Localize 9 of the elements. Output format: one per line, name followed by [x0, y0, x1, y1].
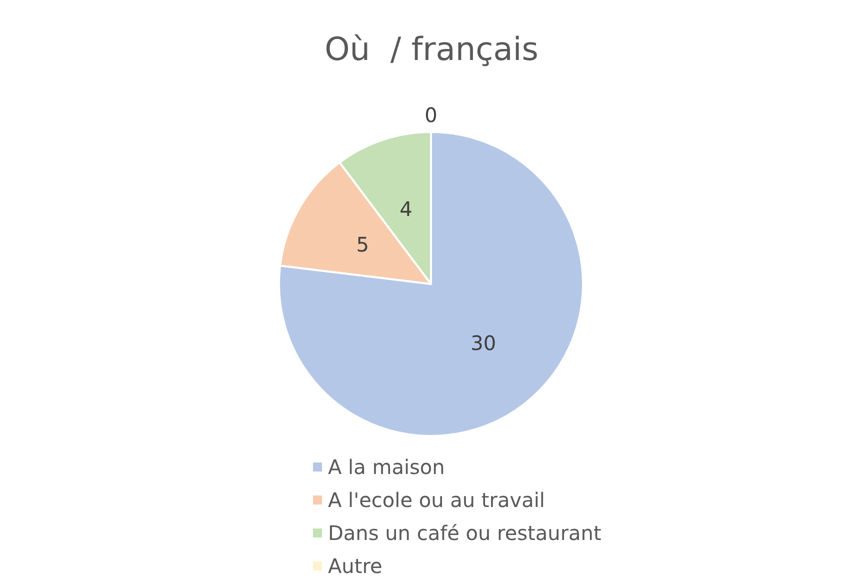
- legend-label: Autre: [328, 554, 382, 578]
- legend-label: Dans un café ou restaurant: [328, 521, 602, 545]
- data-label: 5: [356, 232, 369, 256]
- data-label: 4: [400, 197, 412, 222]
- data-label: 30: [470, 331, 496, 356]
- chart-title: Où / français: [324, 30, 538, 68]
- text: 0: [424, 103, 438, 127]
- legend-label: A l'ecole ou au travail: [328, 488, 545, 512]
- legend-label: A la maison: [328, 455, 445, 479]
